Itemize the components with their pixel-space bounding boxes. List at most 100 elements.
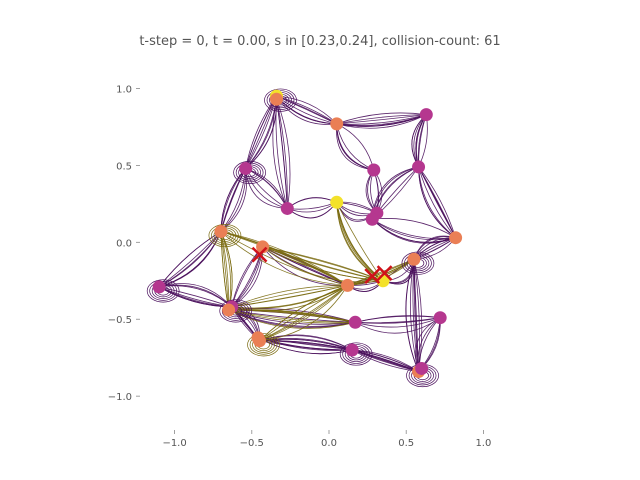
- trajectory-line: [372, 218, 456, 239]
- trajectory-loop: [264, 88, 297, 112]
- trajectory-line: [231, 284, 348, 308]
- y-tick-label: 0.5: [116, 161, 132, 172]
- agent-point: [251, 331, 265, 345]
- trajectory-line: [276, 99, 288, 209]
- trajectory-line: [159, 231, 222, 288]
- trajectory-loop: [211, 225, 239, 246]
- x-axis: −1.0 −0.5 0.0 0.5 1.0: [162, 430, 491, 449]
- trajectory-loop: [266, 90, 295, 110]
- agent-point: [412, 160, 426, 174]
- trajectory-loop: [233, 160, 266, 185]
- trajectory-line: [158, 231, 222, 288]
- trajectory-line: [418, 166, 456, 238]
- agent-point: [367, 163, 381, 177]
- trajectory-loop: [149, 281, 178, 301]
- trajectory-loop: [401, 251, 435, 275]
- trajectory-line: [158, 231, 222, 288]
- trajectory-line: [245, 168, 288, 209]
- agent-point: [365, 212, 379, 226]
- y-tick-label: −0.5: [108, 315, 132, 326]
- trajectory-line: [259, 285, 348, 342]
- trajectory-line: [159, 231, 222, 288]
- trajectory-loop: [219, 299, 253, 323]
- y-tick-label: −1.0: [108, 392, 132, 403]
- trajectory-line: [259, 285, 348, 342]
- trajectory-loop: [342, 344, 371, 364]
- trajectory-line: [257, 337, 353, 351]
- x-tick-label: 1.0: [475, 438, 491, 449]
- trajectory-line: [418, 166, 456, 238]
- agent-point: [214, 225, 228, 239]
- trajectory-line: [371, 218, 456, 244]
- cross-stroke: [251, 246, 268, 263]
- trajectory-line: [418, 166, 456, 238]
- trajectory-line: [272, 99, 288, 209]
- trajectory-line: [418, 166, 456, 239]
- x-tick-label: 0.0: [321, 438, 337, 449]
- trajectory-line: [347, 258, 415, 286]
- agent-point: [270, 92, 284, 106]
- trajectory-line: [276, 95, 337, 125]
- trajectory-line: [220, 231, 348, 286]
- trajectory-line: [418, 166, 456, 239]
- trajectory-loop: [146, 279, 180, 303]
- collision-markers: [251, 246, 393, 285]
- y-axis: 1.0 0.5 0.0 −0.5 −1.0: [108, 84, 140, 403]
- trajectory-line: [159, 231, 222, 288]
- trajectory-line: [220, 231, 348, 286]
- trajectory-line: [276, 99, 288, 209]
- trajectory-line: [158, 231, 222, 288]
- trajectory-line: [245, 168, 288, 209]
- trajectory-line: [245, 168, 288, 209]
- trajectory-loop: [339, 342, 373, 366]
- trajectory-line: [355, 317, 441, 328]
- trajectory-line: [351, 349, 419, 372]
- trajectory-line: [231, 285, 348, 309]
- cross-stroke: [364, 268, 381, 285]
- trajectory-line: [158, 231, 222, 288]
- x-tick-label: 0.5: [398, 438, 414, 449]
- trajectory-line: [336, 112, 427, 125]
- trajectory-loop: [208, 223, 242, 248]
- y-tick-label: 0.0: [116, 238, 132, 249]
- trajectory-line: [355, 317, 441, 324]
- trajectory-line: [231, 284, 348, 308]
- cross-stroke: [376, 265, 393, 281]
- trajectory-line: [231, 284, 348, 308]
- agent-point: [330, 195, 344, 209]
- agent-point: [330, 117, 344, 131]
- trajectory-line: [159, 231, 222, 288]
- agent-point: [239, 161, 253, 175]
- trajectory-line: [245, 168, 288, 209]
- trajectory-line: [228, 309, 356, 325]
- x-tick-label: −1.0: [162, 438, 186, 449]
- y-tick-label: 1.0: [116, 84, 132, 95]
- trajectory-line: [257, 337, 353, 351]
- trajectory-line: [336, 114, 427, 125]
- trajectory-line: [245, 168, 288, 209]
- trajectory-line: [336, 123, 374, 171]
- trajectory-loop: [404, 253, 432, 274]
- collision-cross: [376, 265, 393, 281]
- agent-point: [419, 108, 433, 122]
- agent-point: [256, 240, 270, 254]
- agent-point: [348, 315, 362, 329]
- trajectory-line: [159, 283, 233, 308]
- trajectory-line: [355, 315, 441, 323]
- trajectory-line: [220, 168, 247, 232]
- trajectory-line: [336, 114, 427, 127]
- trajectory-line: [228, 309, 356, 323]
- trajectory-loop: [247, 333, 280, 357]
- collision-cross: [364, 268, 381, 285]
- collision-cross: [251, 246, 268, 263]
- agent-point: [449, 231, 463, 245]
- agent-point: [152, 280, 166, 294]
- trajectory-line: [352, 349, 419, 372]
- agent-point: [407, 252, 421, 266]
- trajectory-line: [257, 337, 353, 355]
- trajectory-line: [336, 114, 427, 125]
- trajectory-line: [336, 114, 427, 129]
- trajectory-line: [231, 284, 348, 308]
- trajectory-loop: [235, 162, 264, 183]
